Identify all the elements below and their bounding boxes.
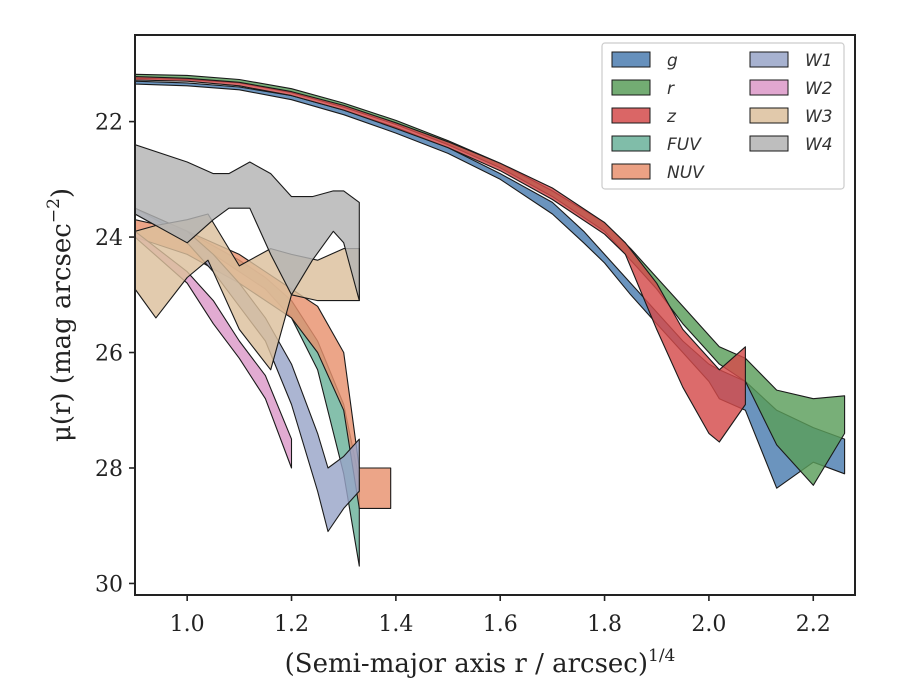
- legend-swatch-r: [611, 79, 651, 96]
- legend-label-w3: W3: [805, 107, 833, 127]
- band-g: [135, 80, 846, 489]
- legend-swatch-z: [611, 107, 651, 124]
- y-tick-label: 28: [95, 457, 123, 482]
- y-tick-label: 22: [95, 111, 123, 136]
- band-w2: [135, 230, 293, 469]
- legend-label-w1: W1: [805, 51, 833, 71]
- legend: grz FUV NUV W1 W2 W3 W4: [601, 42, 845, 190]
- legend-swatch-nuv: [611, 163, 651, 180]
- surface-brightness-bands: [135, 73, 846, 567]
- legend-swatch-w4: [749, 135, 789, 152]
- legend-swatch-w1: [749, 51, 789, 68]
- x-tick-label: 1.8: [587, 612, 622, 637]
- y-axis: 22 24 26 28 30: [95, 111, 135, 597]
- legend-label-g: g: [667, 51, 678, 71]
- x-tick-label: 2.0: [691, 612, 726, 637]
- x-tick-label: 1.0: [170, 612, 205, 637]
- plot-frame: [134, 34, 856, 596]
- legend-label-r: r: [667, 79, 675, 99]
- y-tick-label: 30: [95, 572, 123, 597]
- y-tick-label: 26: [95, 342, 123, 367]
- x-tick-label: 1.2: [274, 612, 309, 637]
- legend-label-w2: W2: [805, 79, 833, 99]
- legend-swatch-fuv: [611, 135, 651, 152]
- legend-swatch-w2: [749, 79, 789, 96]
- x-axis-label: (Semi-major axis r / arcsec)1/4: [285, 646, 676, 679]
- legend-swatch-g: [611, 51, 651, 68]
- x-tick-label: 2.2: [796, 612, 831, 637]
- legend-label-w4: W4: [805, 135, 833, 155]
- band-z: [135, 76, 746, 443]
- y-axis-label: μ(r) (mag arcsec−2): [44, 188, 77, 442]
- legend-label-z: z: [666, 107, 677, 127]
- x-tick-label: 1.6: [483, 612, 518, 637]
- band-w4: [135, 144, 360, 302]
- x-axis: 1.0 1.2 1.4 1.6 1.8 2.0 2.2: [170, 595, 831, 637]
- legend-swatch-w3: [749, 107, 789, 124]
- y-tick-label: 24: [95, 226, 123, 251]
- legend-label-fuv: FUV: [667, 135, 702, 155]
- x-tick-label: 1.4: [378, 612, 413, 637]
- legend-label-nuv: NUV: [667, 163, 705, 183]
